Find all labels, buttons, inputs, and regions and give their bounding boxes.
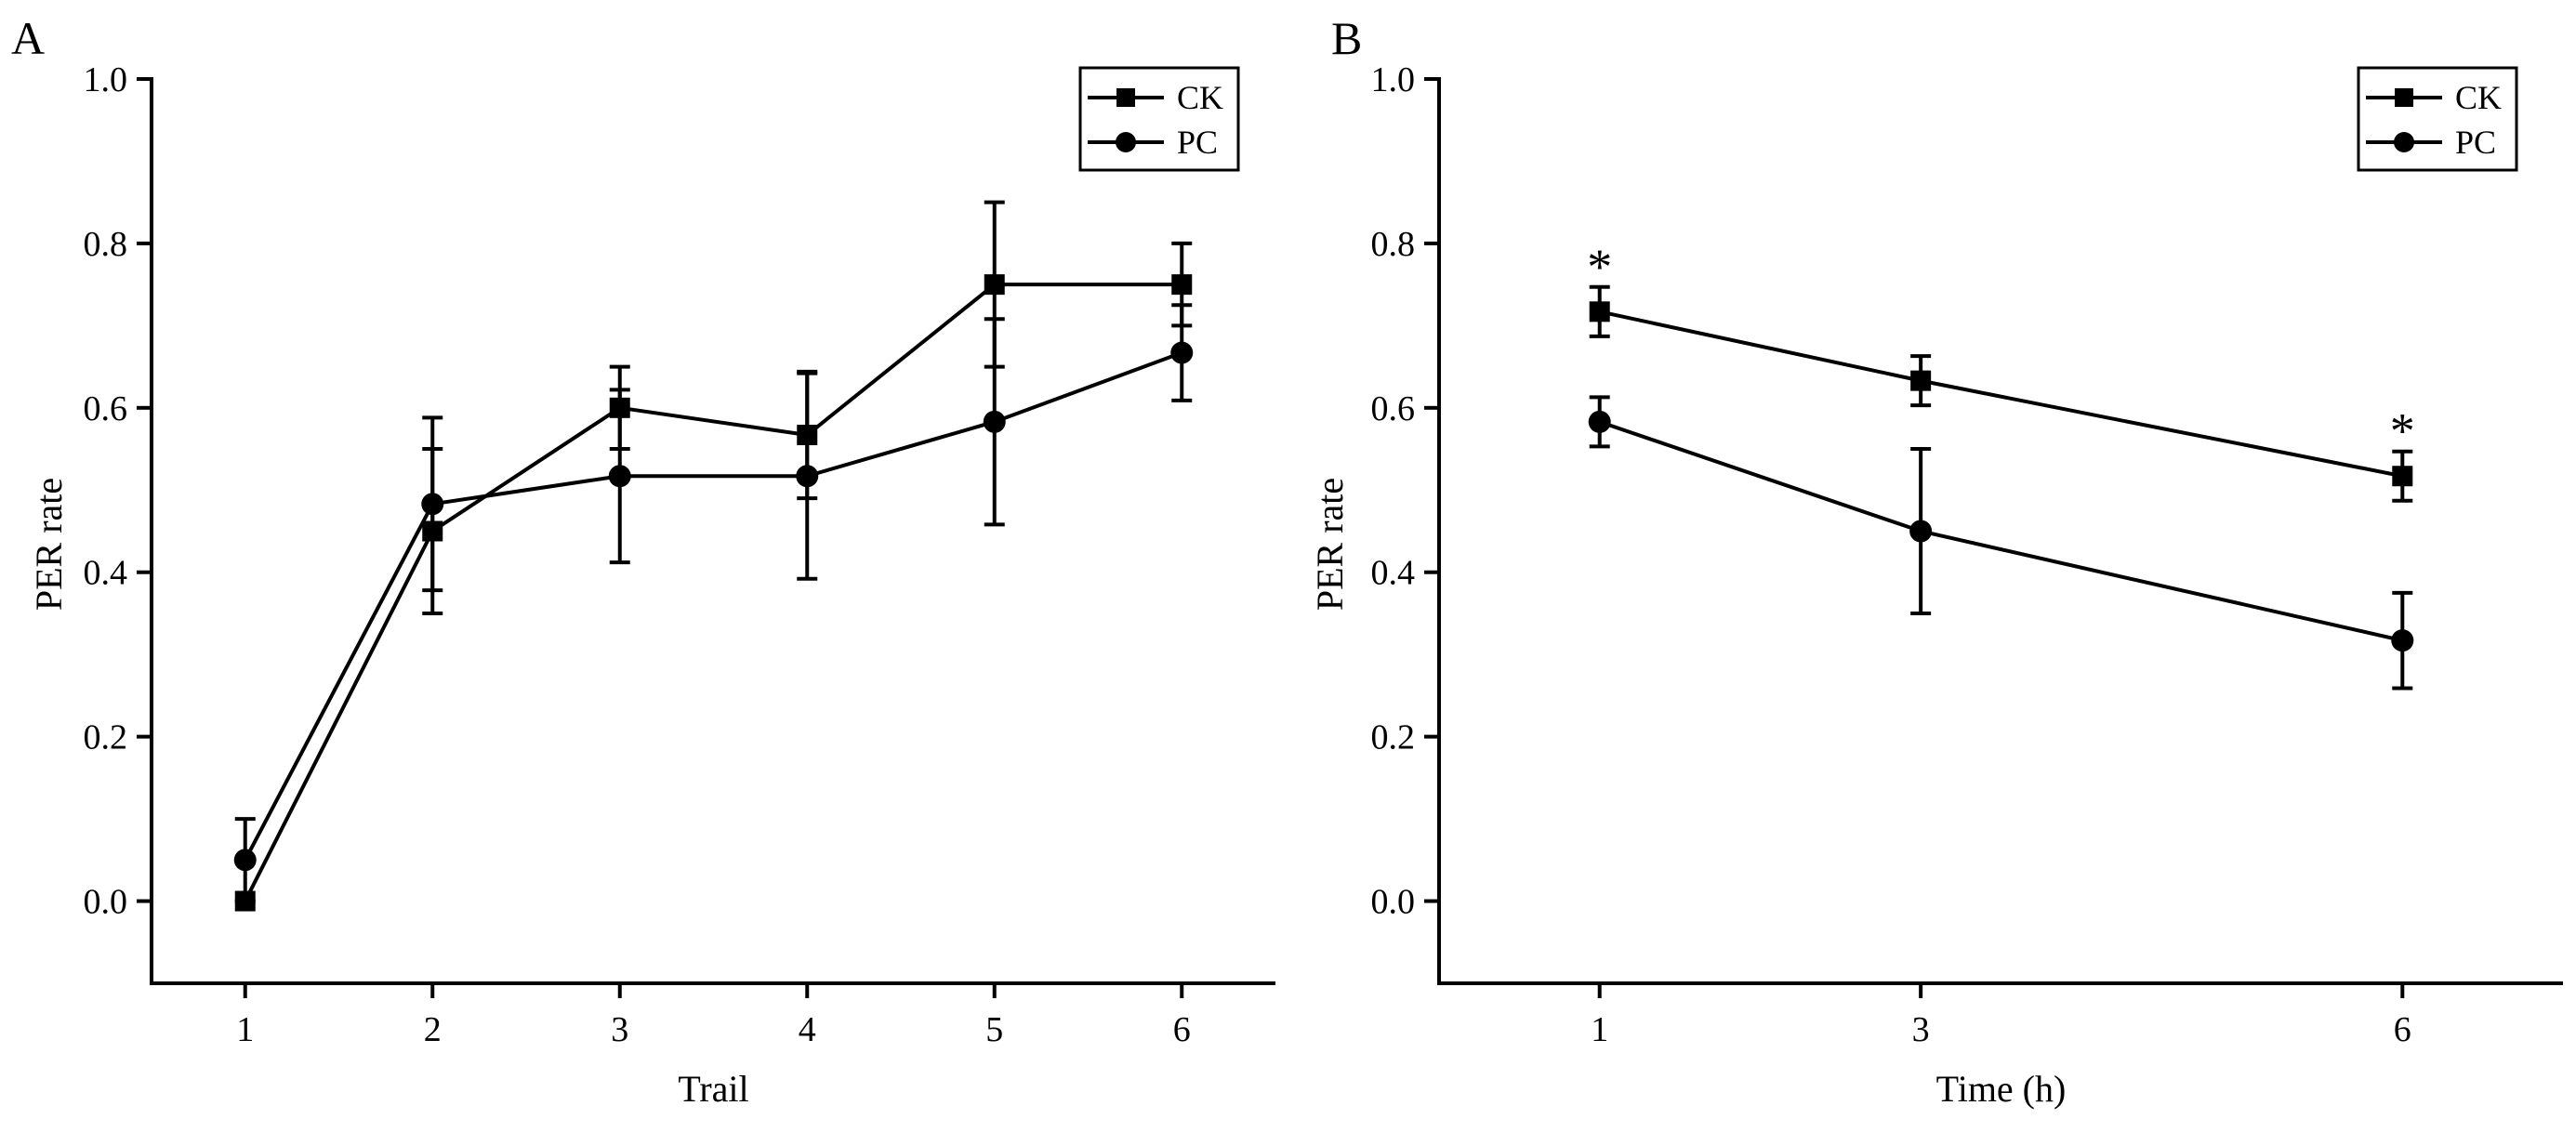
- y-axis-title: PER rate: [28, 478, 70, 611]
- legend-box: [2357, 66, 2518, 172]
- x-tick-label: 2: [424, 1010, 442, 1049]
- legend-marker-pc: [2394, 132, 2414, 152]
- x-tick-label: 5: [985, 1010, 1003, 1049]
- x-tick-label: 6: [1173, 1010, 1191, 1049]
- y-tick-label: 0.8: [84, 225, 128, 264]
- data-point-pc: [421, 493, 444, 516]
- data-point-pc: [608, 465, 631, 488]
- y-tick-label: 0.4: [84, 554, 128, 593]
- x-tick-label: 3: [1912, 1010, 1930, 1049]
- x-tick-label: 3: [611, 1010, 628, 1049]
- legend-box: [1078, 66, 1240, 172]
- legend: CK PC: [2357, 66, 2518, 172]
- legend-marker-pc: [1116, 132, 1136, 152]
- series-line-ck: [1599, 309, 2403, 479]
- data-point-pc: [233, 849, 257, 872]
- y-tick-label: 0.6: [1371, 389, 1416, 428]
- y-tick-label: 0.0: [84, 883, 128, 922]
- y-tick-label: 0.2: [1371, 718, 1416, 757]
- data-point-pc: [796, 465, 819, 488]
- series-line-pc: [1599, 419, 2403, 643]
- data-point-ck: [984, 274, 1005, 296]
- data-point-ck: [2392, 466, 2413, 487]
- panel-label: B: [1331, 12, 1362, 64]
- y-tick-label: 0.8: [1371, 225, 1416, 264]
- series-line-pc: [243, 350, 1182, 862]
- y-axis-title: PER rate: [1309, 478, 1351, 611]
- legend: CK PC: [1078, 66, 1240, 172]
- x-axis-title: Time (h): [1936, 1068, 2067, 1110]
- chart-panel-b: B 0.0 0.2 0.4 0.6 0.8 1.0 1 3 6 Time (h) PER rate * *…: [1309, 12, 2563, 1110]
- y-tick-label: 1.0: [84, 60, 128, 99]
- significance-marker: *: [1587, 239, 1612, 295]
- legend-label-ck: CK: [1177, 79, 1223, 116]
- legend-label-ck: CK: [2455, 79, 2502, 116]
- panel-label: A: [11, 12, 45, 64]
- data-point-ck: [1171, 274, 1193, 296]
- data-point-pc: [983, 410, 1006, 433]
- chart-panel-a: A 0.0 0.2 0.4 0.6 0.8 1.0 1 2 3 4 5 6 Trail PER rate CK…: [11, 12, 1275, 1110]
- data-point-ck: [1589, 301, 1610, 322]
- y-tick-label: 0.0: [1371, 883, 1416, 922]
- data-point-ck: [1910, 370, 1932, 391]
- data-point-pc: [2391, 629, 2414, 652]
- legend-label-pc: PC: [1177, 124, 1218, 161]
- series-line-ck: [243, 283, 1182, 902]
- legend-marker-ck: [1116, 88, 1135, 107]
- legend-label-pc: PC: [2455, 124, 2496, 161]
- legend-marker-ck: [2395, 88, 2413, 107]
- data-point-pc: [1909, 520, 1933, 543]
- x-tick-label: 4: [799, 1010, 816, 1049]
- x-axis-title: Trail: [678, 1068, 748, 1110]
- y-tick-label: 0.4: [1371, 554, 1416, 593]
- data-point-pc: [1170, 341, 1194, 364]
- x-tick-label: 1: [1591, 1010, 1608, 1049]
- y-tick-label: 0.2: [84, 718, 128, 757]
- y-tick-label: 0.6: [84, 389, 128, 428]
- x-tick-label: 6: [2394, 1010, 2411, 1049]
- data-point-pc: [1588, 410, 1611, 433]
- significance-marker: *: [2390, 403, 2415, 459]
- y-tick-label: 1.0: [1371, 60, 1416, 99]
- x-tick-label: 1: [236, 1010, 254, 1049]
